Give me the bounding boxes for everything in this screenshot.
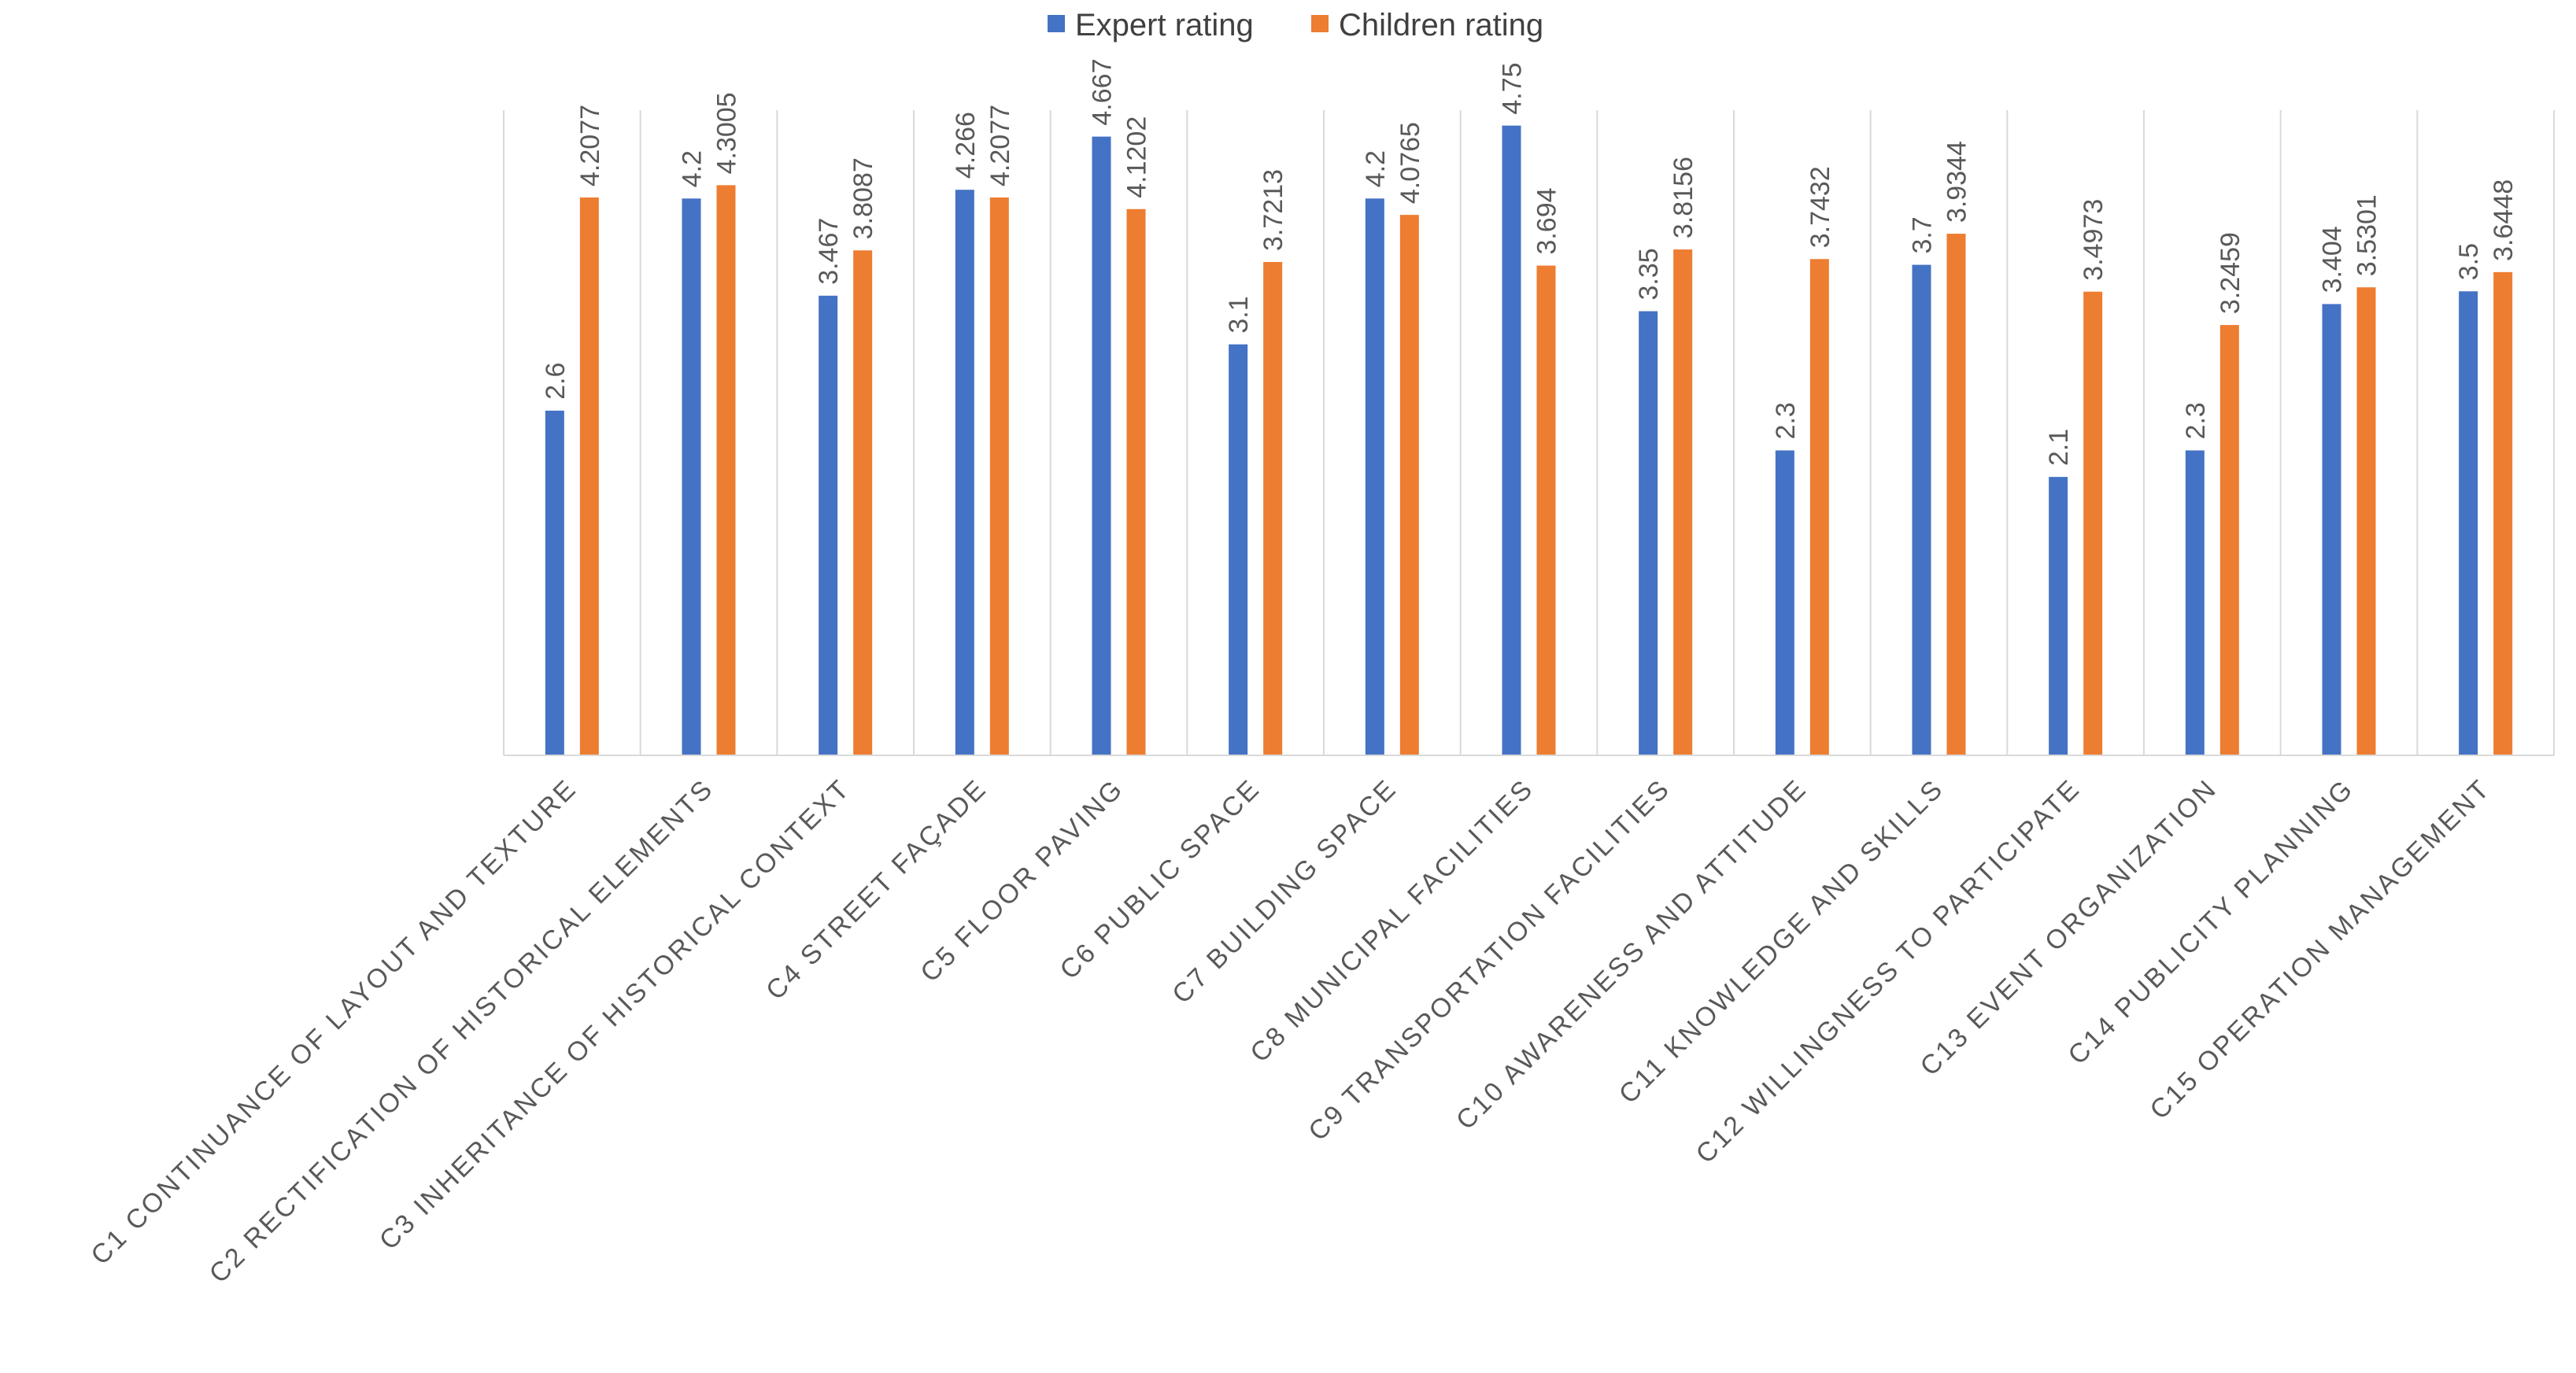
value-label-expert-c15: 3.5 xyxy=(2454,243,2484,280)
value-label-children-c1: 4.2077 xyxy=(575,105,605,186)
value-label-children-c2: 4.3005 xyxy=(712,92,742,174)
value-label-expert-c14: 3.404 xyxy=(2318,226,2348,293)
bar-expert-c9 xyxy=(1639,311,1658,755)
value-label-children-c14: 3.5301 xyxy=(2352,194,2382,276)
value-label-children-c8: 3.694 xyxy=(1532,187,1562,254)
bar-expert-c12 xyxy=(2049,477,2068,755)
bar-expert-c3 xyxy=(819,295,838,755)
value-label-expert-c2: 4.2 xyxy=(678,150,708,187)
value-label-children-c6: 3.7213 xyxy=(1258,169,1288,251)
category-label-c4: C4 STREET FAÇADE xyxy=(760,773,993,1006)
value-label-expert-c11: 3.7 xyxy=(1908,216,1938,253)
bar-children-c13 xyxy=(2219,325,2239,755)
value-label-expert-c1: 2.6 xyxy=(541,363,571,400)
category-label-c7: C7 BUILDING SPACE xyxy=(1166,773,1403,1009)
bar-children-c5 xyxy=(1126,209,1146,755)
category-separators xyxy=(503,110,2555,755)
value-label-expert-c5: 4.667 xyxy=(1088,59,1118,126)
bar-children-c6 xyxy=(1263,261,1283,755)
legend-label-expert: Expert rating xyxy=(1075,8,1254,42)
value-label-children-c10: 3.7432 xyxy=(1805,166,1835,248)
bar-expert-c14 xyxy=(2322,304,2341,755)
bar-expert-c10 xyxy=(1775,450,1794,755)
bar-children-c12 xyxy=(2083,291,2103,755)
value-label-expert-c13: 2.3 xyxy=(2181,402,2211,439)
value-label-expert-c10: 2.3 xyxy=(1771,402,1801,439)
bar-expert-c11 xyxy=(1912,264,1931,755)
bar-children-c15 xyxy=(2493,271,2513,755)
bar-children-c8 xyxy=(1536,265,1556,755)
value-label-children-c13: 3.2459 xyxy=(2216,232,2245,314)
bar-expert-c5 xyxy=(1092,136,1111,756)
bar-expert-c7 xyxy=(1365,198,1384,756)
bar-series xyxy=(545,125,2513,756)
legend-label-children: Children rating xyxy=(1339,8,1543,42)
value-label-expert-c9: 3.35 xyxy=(1634,248,1664,300)
value-label-expert-c4: 4.266 xyxy=(951,112,981,179)
value-label-children-c9: 3.8156 xyxy=(1669,157,1698,238)
value-label-children-c15: 3.6448 xyxy=(2489,179,2519,261)
bar-children-c4 xyxy=(989,197,1009,755)
category-label-c3: C3 INHERITANCE OF HISTORICAL CONTEXT xyxy=(374,773,856,1256)
value-label-expert-c8: 4.75 xyxy=(1498,62,1528,114)
category-label-c1: C1 CONTINUANCE OF LAYOUT AND TEXTURE xyxy=(85,773,582,1271)
value-label-children-c4: 4.2077 xyxy=(985,105,1015,186)
bar-children-c11 xyxy=(1946,234,1966,755)
value-label-expert-c6: 3.1 xyxy=(1224,296,1254,333)
legend-swatch-expert xyxy=(1048,15,1065,32)
category-label-c13: C13 EVENT ORGANIZATION xyxy=(1915,773,2223,1082)
value-label-expert-c12: 2.1 xyxy=(2044,429,2074,466)
value-label-children-c12: 3.4973 xyxy=(2079,199,2108,281)
value-label-children-c5: 4.1202 xyxy=(1122,116,1152,198)
value-label-children-c3: 3.8087 xyxy=(848,157,878,239)
legend-swatch-children xyxy=(1311,15,1329,32)
value-label-expert-c7: 4.2 xyxy=(1361,150,1391,187)
bar-children-c3 xyxy=(853,250,873,756)
bar-children-c2 xyxy=(716,185,736,756)
value-label-expert-c3: 3.467 xyxy=(814,218,844,285)
bar-children-c1 xyxy=(579,197,599,755)
bar-children-c7 xyxy=(1399,215,1419,755)
bar-expert-c6 xyxy=(1229,344,1248,755)
value-label-children-c7: 4.0765 xyxy=(1395,122,1425,204)
bar-expert-c2 xyxy=(682,198,701,756)
chart-legend: Expert rating Children rating xyxy=(1048,8,1543,42)
bar-children-c9 xyxy=(1673,249,1693,755)
bar-expert-c1 xyxy=(545,410,564,755)
bar-expert-c15 xyxy=(2459,291,2478,755)
bar-expert-c8 xyxy=(1502,125,1521,755)
category-label-c2: C2 RECTIFICATION OF HISTORICAL ELEMENTS xyxy=(204,773,720,1290)
bar-children-c10 xyxy=(1809,259,1829,755)
bar-children-c14 xyxy=(2356,287,2376,755)
bar-expert-c13 xyxy=(2185,450,2205,755)
category-label-c14: C14 PUBLICITY PLANNING xyxy=(2062,773,2360,1071)
bar-expert-c4 xyxy=(955,190,974,755)
value-label-children-c11: 3.9344 xyxy=(1942,141,1972,223)
category-label-c8: C8 MUNICIPAL FACILITIES xyxy=(1244,773,1539,1069)
